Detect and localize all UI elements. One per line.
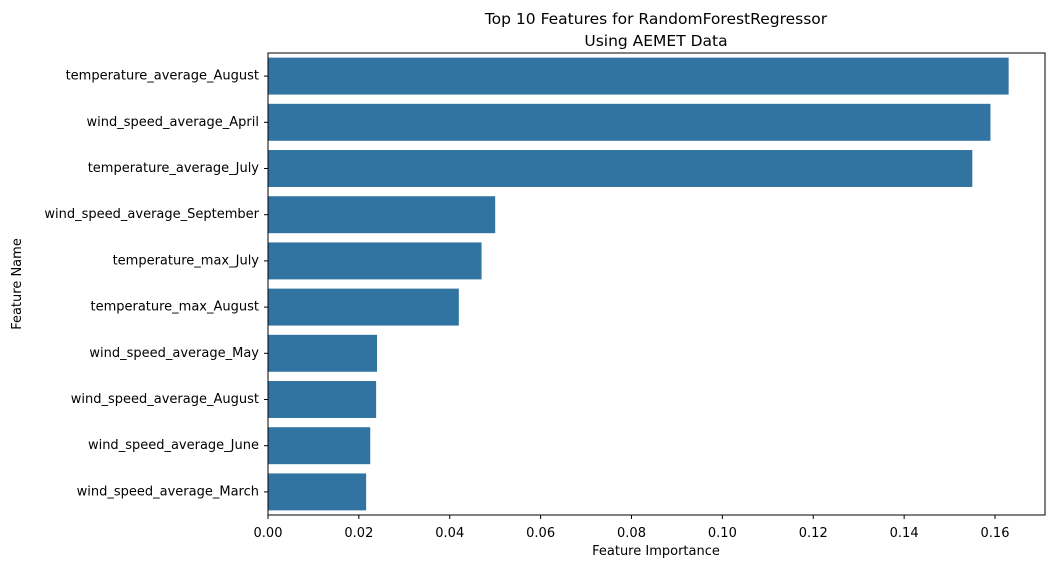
y-tick-label: temperature_max_July	[113, 253, 260, 268]
chart-subtitle: Using AEMET Data	[584, 32, 727, 50]
bar	[268, 242, 482, 280]
y-tick-label: wind_speed_average_August	[71, 392, 259, 407]
y-axis-ticks: temperature_average_August wind_speed_ave…	[44, 69, 268, 499]
x-tick-label: 0.14	[890, 526, 919, 541]
bar	[268, 57, 1009, 95]
x-tick-label: 0.00	[254, 526, 283, 541]
y-tick-label: wind_speed_average_March	[77, 484, 259, 499]
y-tick-label: temperature_average_July	[88, 161, 260, 176]
bar	[268, 473, 367, 511]
x-tick-label: 0.10	[708, 526, 737, 541]
y-tick-label: wind_speed_average_June	[88, 438, 259, 453]
bar	[268, 381, 377, 418]
bar	[268, 196, 496, 234]
bar	[268, 150, 973, 187]
bar	[268, 103, 991, 141]
bars-group	[268, 57, 1009, 511]
y-tick-label: temperature_average_August	[66, 69, 259, 84]
x-tick-label: 0.12	[799, 526, 828, 541]
bar	[268, 427, 371, 465]
x-axis-ticks: 0.00 0.02 0.04 0.06 0.08 0.10 0.12 0.14 0.16	[254, 515, 1010, 541]
y-tick-label: wind_speed_average_April	[87, 115, 259, 130]
chart-title-group: Top 10 Features for RandomForestRegresso…	[484, 10, 828, 50]
bar	[268, 288, 459, 326]
x-tick-label: 0.16	[981, 526, 1010, 541]
plot-frame	[267, 52, 1046, 516]
x-axis-label: Feature Importance	[592, 544, 720, 559]
y-tick-label: temperature_max_August	[90, 300, 259, 315]
bar	[268, 334, 378, 372]
x-tick-label: 0.04	[435, 526, 464, 541]
y-tick-label: wind_speed_average_September	[44, 207, 259, 222]
y-tick-label: wind_speed_average_May	[89, 346, 259, 361]
x-tick-label: 0.06	[526, 526, 555, 541]
y-axis-label: Feature Name	[10, 238, 25, 330]
x-tick-label: 0.02	[344, 526, 373, 541]
chart-title: Top 10 Features for RandomForestRegresso…	[484, 10, 828, 28]
x-tick-label: 0.08	[617, 526, 646, 541]
